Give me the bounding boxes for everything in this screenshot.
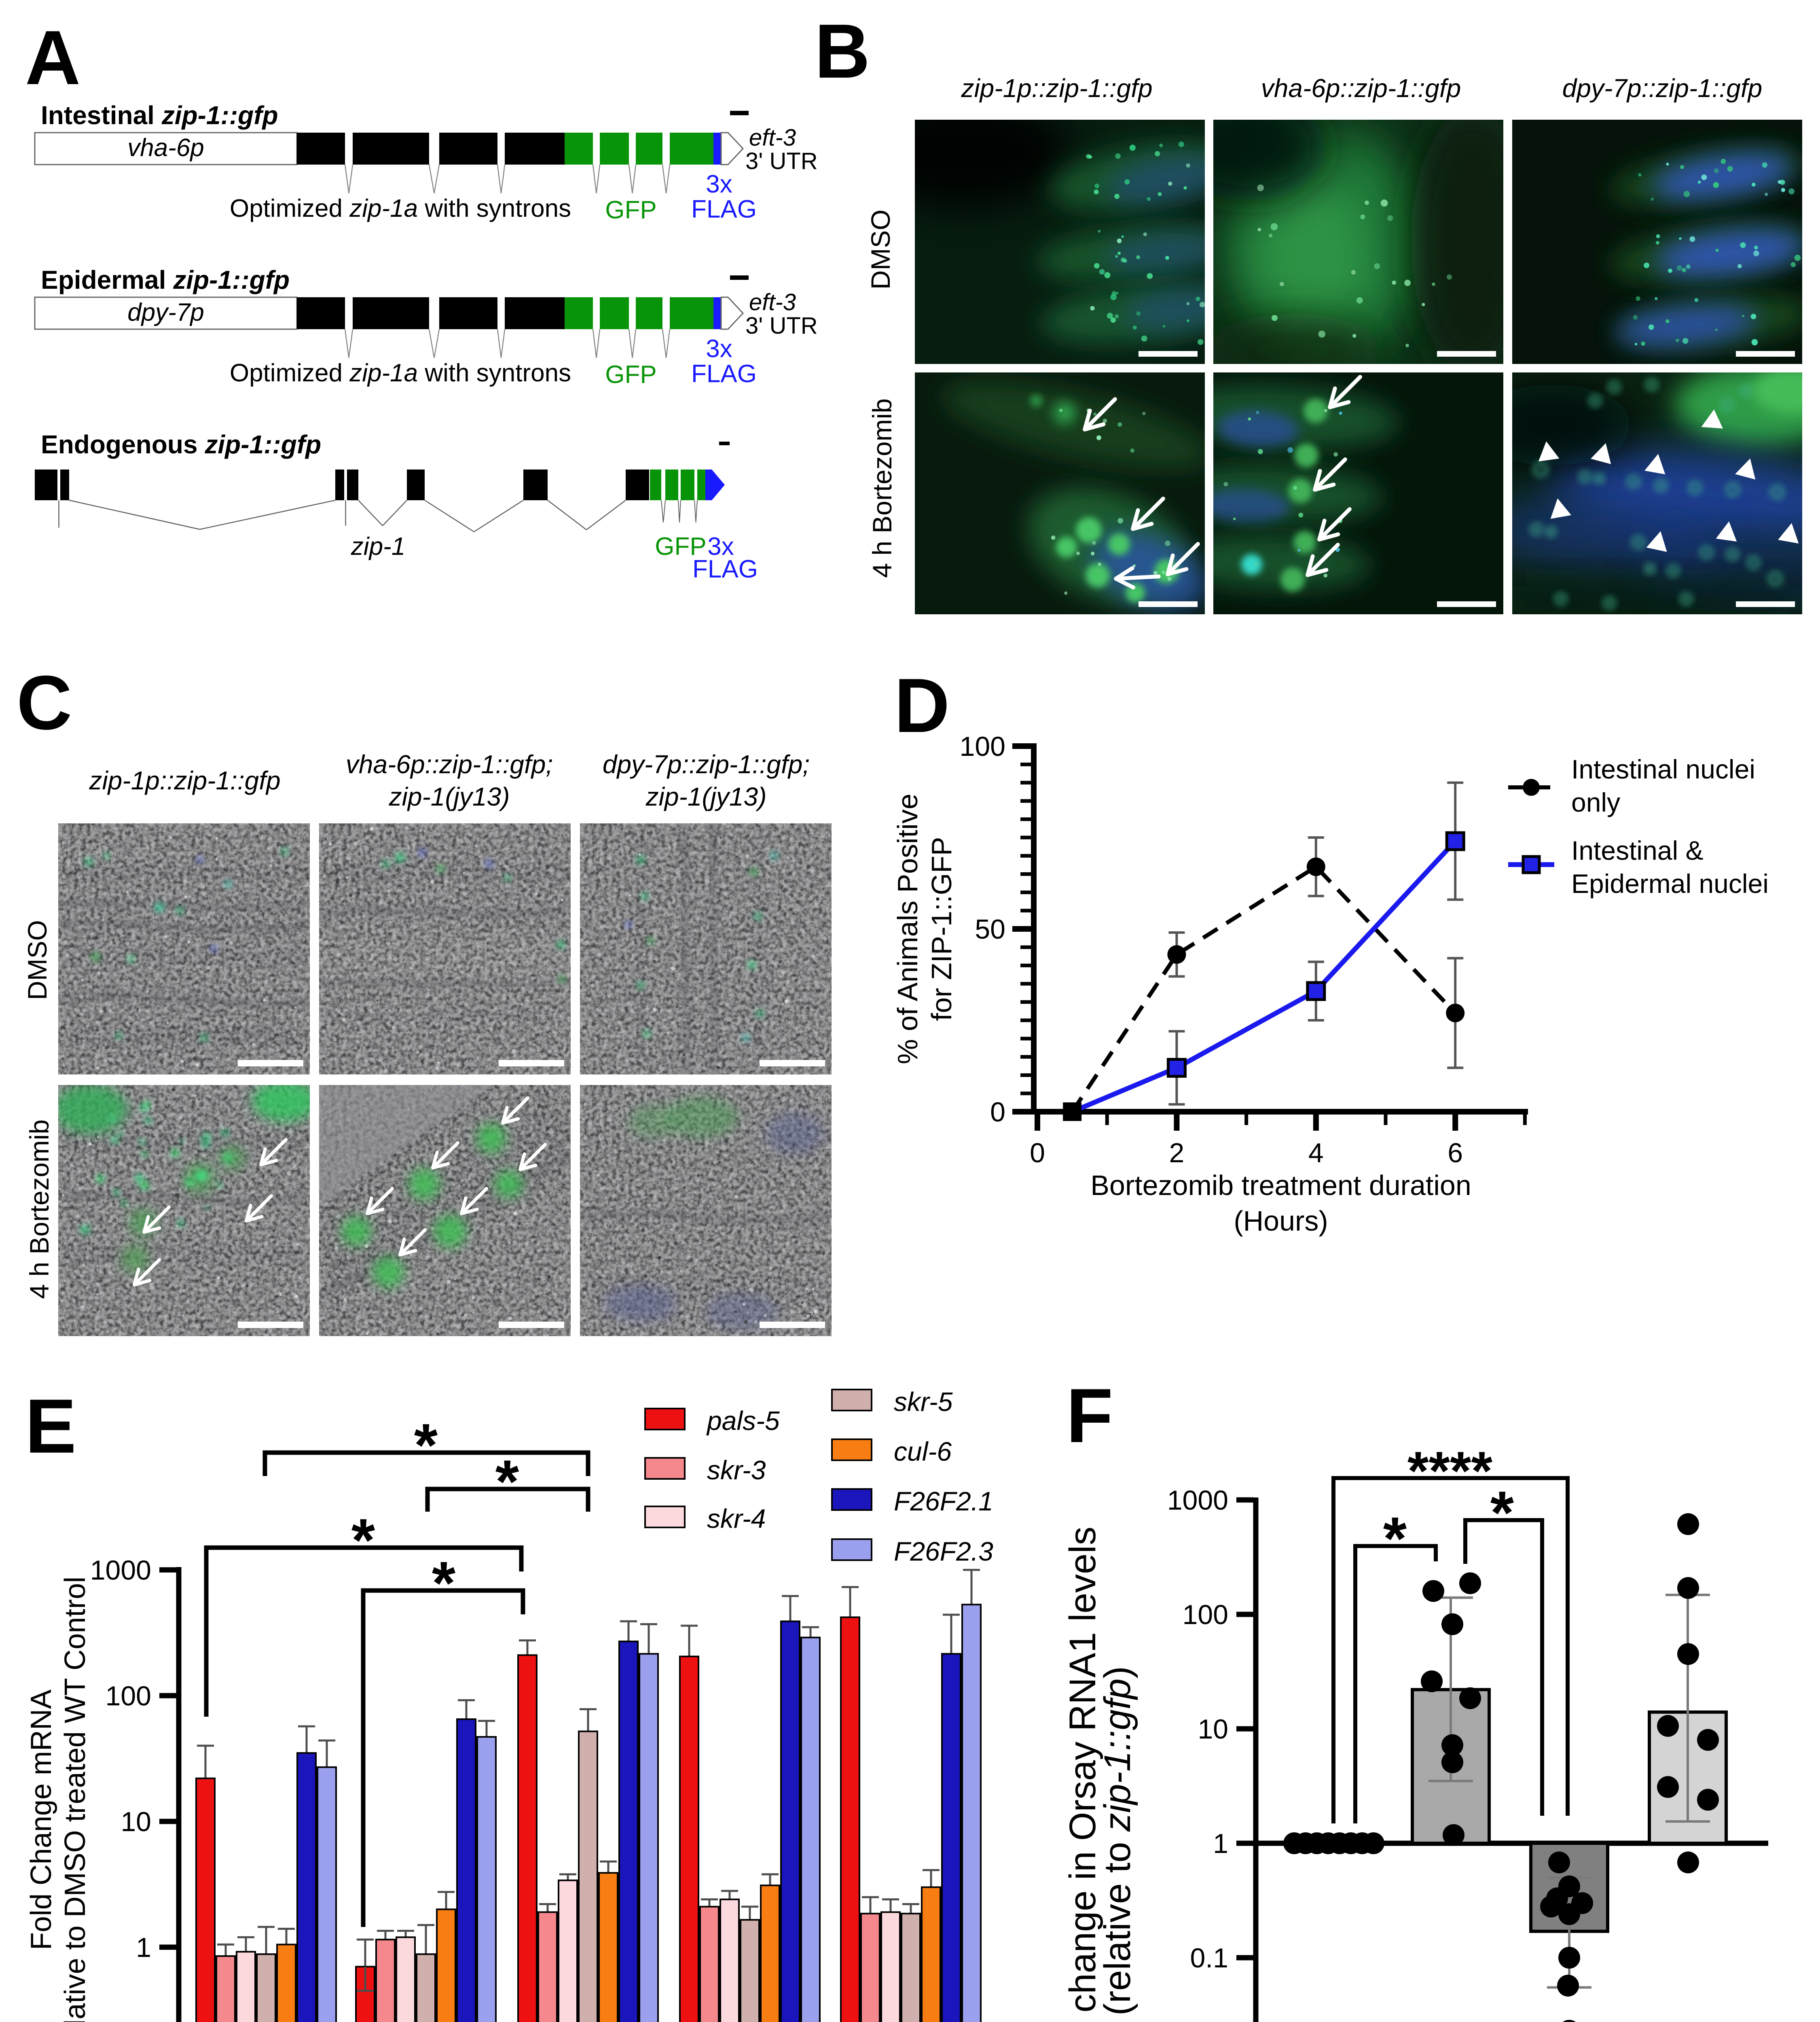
svg-text:% of Animals Positive: % of Animals Positive xyxy=(892,793,923,1064)
svg-text:FLAG: FLAG xyxy=(691,360,757,388)
svg-text:1000: 1000 xyxy=(1167,1485,1228,1516)
svg-text:zip-1p::zip-1::gfp: zip-1p::zip-1::gfp xyxy=(961,74,1152,103)
svg-text:GFP: GFP xyxy=(655,533,706,560)
svg-text:zip-1(jy13): zip-1(jy13) xyxy=(645,782,767,811)
svg-text:4 h Bortezomib: 4 h Bortezomib xyxy=(867,398,897,578)
svg-text:F26F2.1: F26F2.1 xyxy=(894,1486,993,1516)
svg-text:Relative to DMSO treated WT Co: Relative to DMSO treated WT Control xyxy=(59,1576,91,2022)
svg-text:****: **** xyxy=(1407,1440,1493,1502)
svg-text:*: * xyxy=(1490,1478,1514,1546)
svg-text:10: 10 xyxy=(121,1806,151,1837)
svg-text:GFP: GFP xyxy=(605,196,656,224)
svg-text:1000: 1000 xyxy=(90,1555,151,1586)
svg-text:FLAG: FLAG xyxy=(692,555,758,583)
svg-text:2: 2 xyxy=(1169,1138,1184,1168)
svg-text:1: 1 xyxy=(1213,1828,1228,1859)
svg-text:*: * xyxy=(414,1411,438,1479)
svg-text:vha-6p: vha-6p xyxy=(127,134,204,162)
svg-text:Bortezomib treatment duration: Bortezomib treatment duration xyxy=(1090,1170,1471,1201)
svg-text:Intestinal zip-1::gfp: Intestinal zip-1::gfp xyxy=(41,101,278,130)
svg-text:3x: 3x xyxy=(706,170,732,198)
svg-text:zip-1p::zip-1::gfp: zip-1p::zip-1::gfp xyxy=(89,766,280,795)
svg-text:Endogenous zip-1::gfp: Endogenous zip-1::gfp xyxy=(41,430,321,459)
svg-text:Epidermal nuclei: Epidermal nuclei xyxy=(1571,869,1769,899)
svg-text:dpy-7p::zip-1::gfp: dpy-7p::zip-1::gfp xyxy=(1562,74,1763,103)
svg-text:Fold change in Orsay RNA1 leve: Fold change in Orsay RNA1 levels xyxy=(1062,1527,1103,2022)
svg-text:Intestinal nuclei: Intestinal nuclei xyxy=(1571,754,1755,784)
svg-text:Optimized zip-1a with syntrons: Optimized zip-1a with syntrons xyxy=(230,359,571,387)
svg-text:eft-3: eft-3 xyxy=(749,125,796,151)
svg-text:Epidermal zip-1::gfp: Epidermal zip-1::gfp xyxy=(41,265,290,294)
svg-text:for ZIP-1::GFP: for ZIP-1::GFP xyxy=(926,837,957,1021)
svg-text:zip-1(jy13): zip-1(jy13) xyxy=(389,782,510,811)
svg-text:100: 100 xyxy=(106,1681,151,1711)
svg-text:1: 1 xyxy=(136,1932,151,1963)
svg-text:0.1: 0.1 xyxy=(1190,1943,1228,1973)
svg-text:*: * xyxy=(351,1506,375,1574)
svg-text:3x: 3x xyxy=(707,533,734,560)
svg-text:E: E xyxy=(25,1383,76,1469)
svg-text:*: * xyxy=(432,1549,456,1617)
svg-text:*: * xyxy=(495,1447,519,1515)
svg-text:DMSO: DMSO xyxy=(866,209,895,290)
svg-text:Intestinal &: Intestinal & xyxy=(1571,835,1704,865)
svg-text:FLAG: FLAG xyxy=(691,195,757,223)
svg-text:skr-3: skr-3 xyxy=(707,1455,766,1485)
svg-text:pals-5: pals-5 xyxy=(706,1406,780,1436)
svg-text:eft-3: eft-3 xyxy=(749,289,796,315)
svg-text:GFP: GFP xyxy=(605,361,656,389)
svg-text:(relative to zip-1::gfp): (relative to zip-1::gfp) xyxy=(1097,1666,1138,2016)
svg-text:10: 10 xyxy=(1198,1714,1228,1745)
svg-text:B: B xyxy=(815,8,870,94)
svg-text:A: A xyxy=(25,15,80,101)
svg-text:3x: 3x xyxy=(706,335,732,363)
svg-text:100: 100 xyxy=(960,731,1005,762)
svg-text:DMSO: DMSO xyxy=(22,920,52,1000)
svg-text:only: only xyxy=(1571,787,1620,817)
svg-text:vha-6p::zip-1::gfp: vha-6p::zip-1::gfp xyxy=(1261,74,1461,103)
svg-text:F: F xyxy=(1066,1373,1113,1459)
svg-text:4: 4 xyxy=(1308,1138,1324,1168)
svg-text:C: C xyxy=(17,660,72,746)
svg-text:dpy-7p::zip-1::gfp;: dpy-7p::zip-1::gfp; xyxy=(603,750,810,779)
svg-text:*: * xyxy=(1383,1504,1407,1572)
svg-text:(Hours): (Hours) xyxy=(1234,1205,1328,1237)
svg-text:cul-6: cul-6 xyxy=(894,1436,952,1466)
svg-text:3' UTR: 3' UTR xyxy=(745,313,818,339)
svg-text:F26F2.3: F26F2.3 xyxy=(894,1536,993,1566)
svg-text:100: 100 xyxy=(1183,1599,1228,1630)
svg-text:Optimized zip-1a with syntrons: Optimized zip-1a with syntrons xyxy=(230,195,571,222)
svg-text:3' UTR: 3' UTR xyxy=(745,148,818,174)
svg-text:skr-4: skr-4 xyxy=(707,1504,766,1533)
svg-text:0: 0 xyxy=(1030,1138,1045,1168)
svg-text:vha-6p::zip-1::gfp;: vha-6p::zip-1::gfp; xyxy=(346,750,553,779)
svg-text:D: D xyxy=(894,663,950,749)
svg-text:0: 0 xyxy=(990,1097,1005,1127)
svg-text:Fold Change mRNA: Fold Change mRNA xyxy=(25,1690,57,1950)
svg-text:skr-5: skr-5 xyxy=(894,1387,953,1417)
svg-text:dpy-7p: dpy-7p xyxy=(127,298,204,326)
svg-text:zip-1: zip-1 xyxy=(351,533,405,560)
svg-text:4 h Bortezomib: 4 h Bortezomib xyxy=(24,1119,54,1299)
svg-text:6: 6 xyxy=(1448,1138,1463,1168)
svg-text:50: 50 xyxy=(975,914,1005,945)
